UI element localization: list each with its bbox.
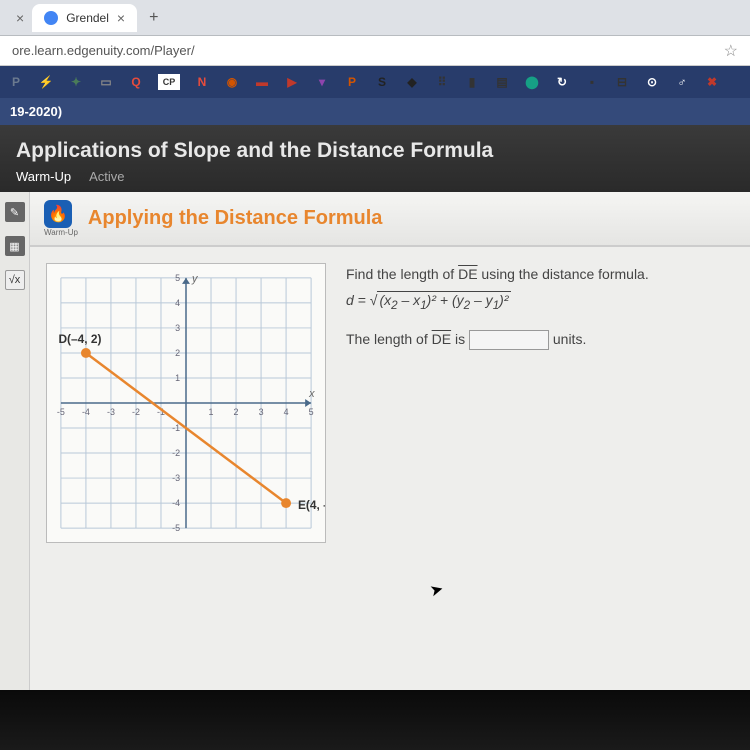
panel-body: xy-5-4-3-2-112345-5-4-3-2-112345D(–4, 2)… [30, 247, 750, 559]
warmup-badge: 🔥 Warm-Up [44, 200, 78, 237]
bookmark-icon-17[interactable]: ⬤ [524, 74, 540, 90]
lesson-tabs: Warm-Up Active [16, 169, 734, 192]
bookmark-icon-16[interactable]: ▤ [494, 74, 510, 90]
bookmark-icon-21[interactable]: ⊙ [644, 74, 660, 90]
svg-text:3: 3 [259, 407, 264, 417]
bookmark-icon-2[interactable]: ✦ [68, 74, 84, 90]
bookmark-icon-5[interactable]: CP [158, 74, 180, 90]
svg-text:E(4, –4): E(4, –4) [298, 498, 325, 512]
flame-icon: 🔥 [44, 200, 72, 228]
question-prompt: Find the length of DE using the distance… [346, 263, 734, 285]
svg-text:-4: -4 [82, 407, 90, 417]
course-code: 19-2020) [10, 104, 62, 119]
svg-text:1: 1 [175, 373, 180, 383]
laptop-bezel [0, 690, 750, 750]
svg-text:4: 4 [284, 407, 289, 417]
browser-tab[interactable]: Grendel × [32, 4, 137, 32]
calc-tool[interactable]: ▦ [5, 236, 25, 256]
svg-text:3: 3 [175, 323, 180, 333]
bookmark-icon-15[interactable]: ▮ [464, 74, 480, 90]
bookmark-icon-0[interactable]: P [8, 74, 24, 90]
svg-text:5: 5 [175, 273, 180, 283]
tab-close-icon[interactable]: × [117, 10, 125, 26]
panel-title: Applying the Distance Formula [88, 207, 382, 230]
graph-svg: xy-5-4-3-2-112345-5-4-3-2-112345D(–4, 2)… [47, 264, 325, 542]
bookmark-icon-11[interactable]: P [344, 74, 360, 90]
lesson-header: Applications of Slope and the Distance F… [0, 125, 750, 192]
tab-close-left[interactable]: × [8, 10, 32, 26]
tab-label: Grendel [66, 11, 109, 25]
bookmark-icon-10[interactable]: ▾ [314, 74, 330, 90]
bookmark-icon-19[interactable]: ▪ [584, 74, 600, 90]
svg-text:-2: -2 [172, 448, 180, 458]
pencil-tool[interactable]: ✎ [5, 202, 25, 222]
answer-line: The length of DE is units. [346, 328, 734, 350]
main-panel: 🔥 Warm-Up Applying the Distance Formula … [30, 192, 750, 692]
bookmark-icon-6[interactable]: N [194, 74, 210, 90]
distance-formula: d = √(x2 – x1)² + (y2 – y1)² [346, 289, 734, 315]
left-toolbar: ✎ ▦ √x [0, 192, 30, 692]
svg-text:4: 4 [175, 298, 180, 308]
svg-text:-2: -2 [132, 407, 140, 417]
svg-text:x: x [308, 388, 315, 400]
tab-favicon [44, 11, 58, 25]
bookmarks-bar: P⚡✦▭QCPN◉▬▶▾PS◆⠿▮▤⬤↻▪⊟⊙♂✖ [0, 66, 750, 98]
bookmark-icon-12[interactable]: S [374, 74, 390, 90]
svg-text:1: 1 [209, 407, 214, 417]
bookmark-icon-9[interactable]: ▶ [284, 74, 300, 90]
answer-input[interactable] [469, 330, 549, 350]
bookmark-icon-4[interactable]: Q [128, 74, 144, 90]
svg-text:2: 2 [175, 348, 180, 358]
content-area: ✎ ▦ √x 🔥 Warm-Up Applying the Distance F… [0, 192, 750, 692]
svg-text:y: y [191, 273, 198, 285]
url-bar[interactable]: ore.learn.edgenuity.com/Player/ ☆ [0, 36, 750, 66]
svg-text:-3: -3 [107, 407, 115, 417]
sqrt-tool[interactable]: √x [5, 270, 25, 290]
segment-DE: DE [458, 266, 477, 282]
bookmark-icon-23[interactable]: ✖ [704, 74, 720, 90]
new-tab-button[interactable]: + [141, 5, 166, 31]
bookmark-icon-20[interactable]: ⊟ [614, 74, 630, 90]
question-area: Find the length of DE using the distance… [346, 263, 734, 543]
coordinate-graph: xy-5-4-3-2-112345-5-4-3-2-112345D(–4, 2)… [46, 263, 326, 543]
bookmark-icon-8[interactable]: ▬ [254, 74, 270, 90]
svg-text:-5: -5 [172, 523, 180, 533]
bookmark-icon-1[interactable]: ⚡ [38, 74, 54, 90]
browser-tab-bar: × Grendel × + [0, 0, 750, 36]
warmup-label: Warm-Up [44, 228, 78, 237]
svg-text:-4: -4 [172, 498, 180, 508]
svg-text:D(–4, 2): D(–4, 2) [58, 332, 101, 346]
bookmark-icon-7[interactable]: ◉ [224, 74, 240, 90]
bookmark-icon-14[interactable]: ⠿ [434, 74, 450, 90]
url-text: ore.learn.edgenuity.com/Player/ [12, 43, 195, 58]
svg-text:-3: -3 [172, 473, 180, 483]
svg-text:-1: -1 [172, 423, 180, 433]
svg-text:2: 2 [234, 407, 239, 417]
bookmark-icon-18[interactable]: ↻ [554, 74, 570, 90]
svg-text:5: 5 [309, 407, 314, 417]
course-header: 19-2020) [0, 98, 750, 125]
bookmark-icon-13[interactable]: ◆ [404, 74, 420, 90]
tab-warmup[interactable]: Warm-Up [16, 169, 71, 184]
tab-active[interactable]: Active [89, 169, 124, 184]
bookmark-icon-22[interactable]: ♂ [674, 74, 690, 90]
bookmark-star-icon[interactable]: ☆ [724, 41, 738, 61]
svg-text:-5: -5 [57, 407, 65, 417]
panel-header: 🔥 Warm-Up Applying the Distance Formula [30, 192, 750, 247]
lesson-title: Applications of Slope and the Distance F… [16, 139, 734, 163]
bookmark-icon-3[interactable]: ▭ [98, 74, 114, 90]
